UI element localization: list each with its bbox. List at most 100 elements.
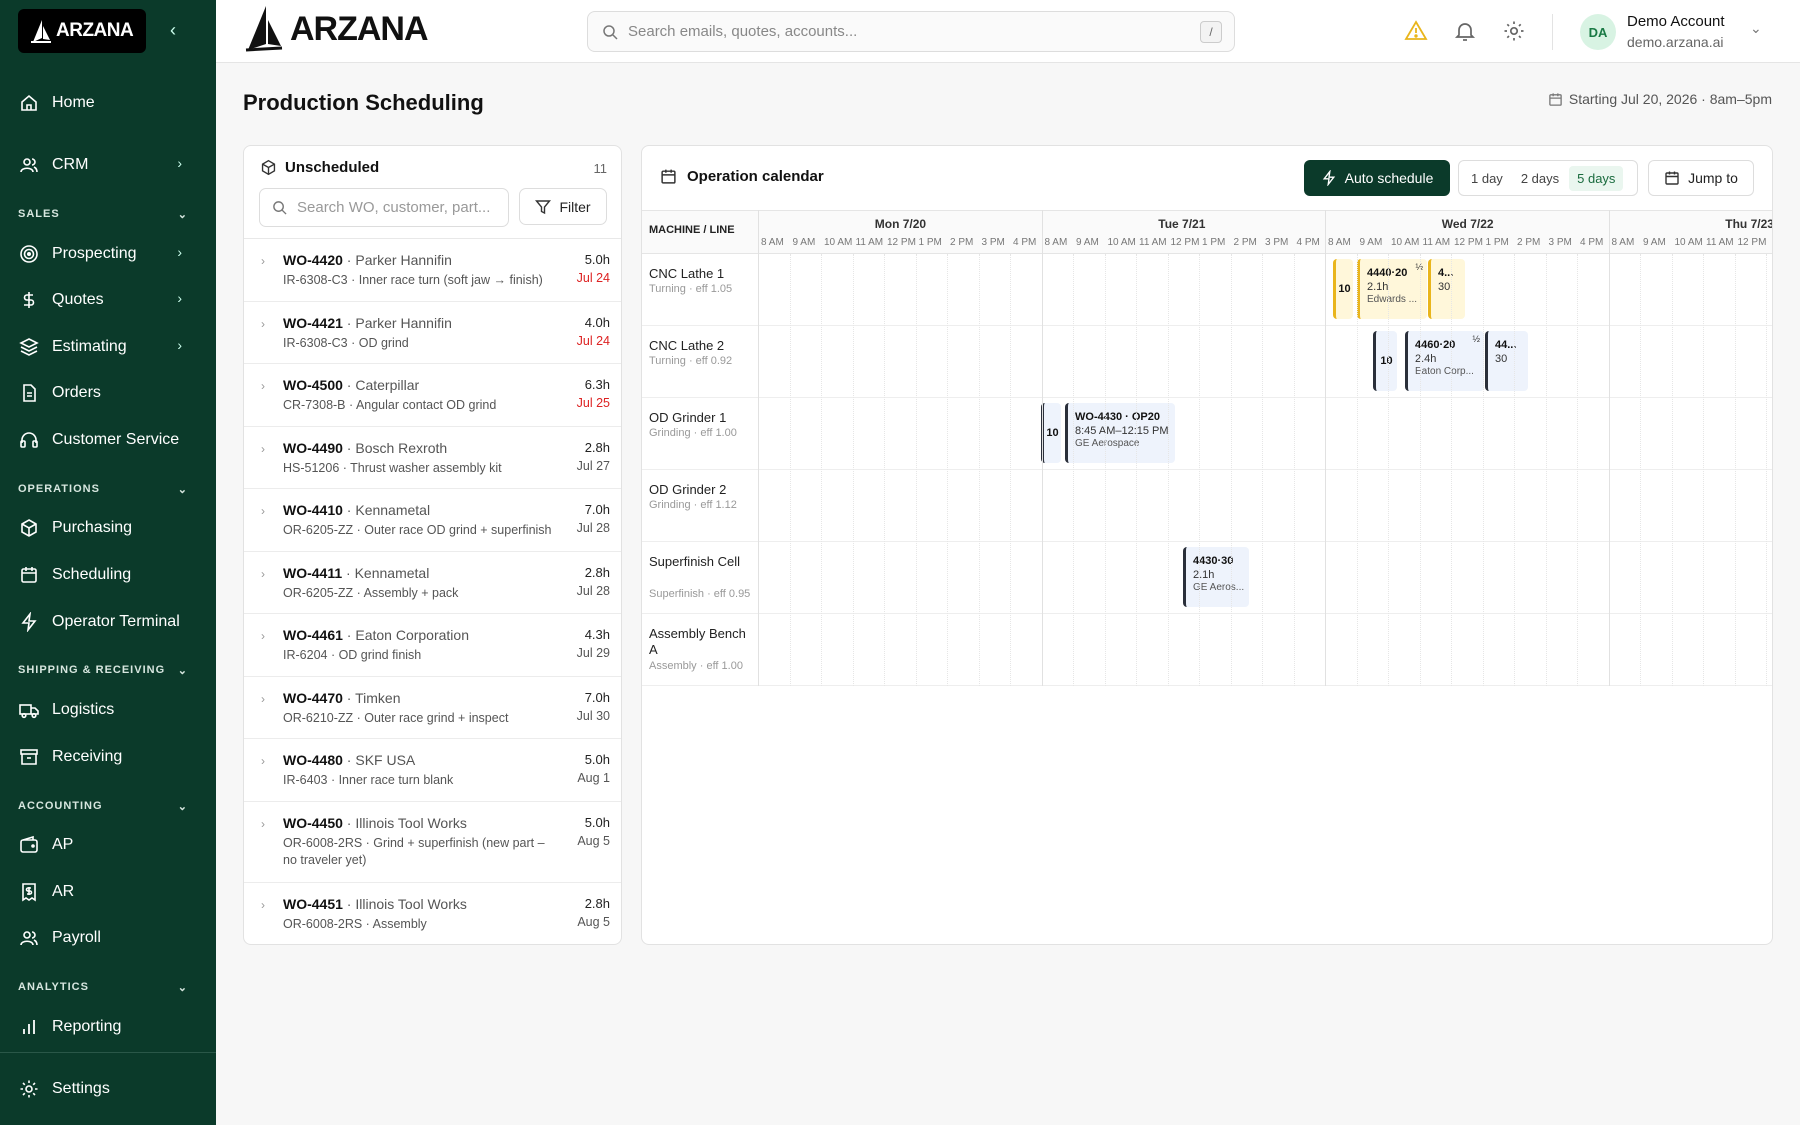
chevron-right-icon[interactable]: ›: [261, 754, 265, 768]
collapse-sidebar-icon[interactable]: ‹: [170, 20, 176, 40]
nav-logistics[interactable]: Logistics: [0, 690, 216, 730]
chevron-right-icon[interactable]: ›: [261, 379, 265, 393]
nav-home[interactable]: Home: [0, 83, 216, 123]
work-order-row[interactable]: › WO-4411 · Kennametal OR-6205-ZZ · Assemb…: [244, 552, 621, 614]
work-order-row[interactable]: › WO-4470 · Timken OR-6210-ZZ · Outer race…: [244, 677, 621, 739]
jump-to-button[interactable]: Jump to: [1648, 160, 1754, 196]
work-order-row[interactable]: › WO-4410 · Kennametal OR-6205-ZZ · Outer …: [244, 489, 621, 552]
filter-button[interactable]: Filter: [519, 188, 607, 225]
warning-icon[interactable]: [1404, 19, 1428, 43]
chevron-right-icon[interactable]: ›: [261, 691, 265, 706]
nav-customer-service[interactable]: Customer Service: [0, 420, 216, 460]
brand[interactable]: ARZANA: [244, 4, 429, 54]
work-order-row[interactable]: › WO-4480 · SKF USA IR-6403 · Inner race t…: [244, 739, 621, 802]
chevron-right-icon[interactable]: ›: [261, 629, 265, 643]
hour-gridline: [821, 254, 822, 686]
nav-ap[interactable]: AP: [0, 825, 216, 865]
hour-gridline: [1167, 254, 1169, 686]
nav-orders[interactable]: Orders: [0, 373, 216, 413]
nav-quotes[interactable]: Quotes ›: [0, 280, 216, 320]
machine-row[interactable]: OD Grinder 2 Grinding · eff 1.12: [642, 470, 1772, 542]
section-analytics[interactable]: ANALYTICS ⌄: [18, 981, 188, 994]
view-1-day[interactable]: 1 day: [1471, 170, 1503, 186]
account-name[interactable]: Demo Account: [1627, 13, 1725, 30]
nav-payroll-label: Payroll: [52, 929, 101, 946]
op-block-tag[interactable]: 10: [1373, 331, 1397, 391]
op-block-tag[interactable]: 10: [1041, 403, 1061, 463]
unscheduled-search-input[interactable]: [297, 199, 497, 216]
hour-label: 12 PM: [1170, 237, 1200, 248]
op-block-tag[interactable]: 10: [1333, 259, 1353, 319]
hour-gridline: [978, 254, 980, 686]
section-shipping[interactable]: SHIPPING & RECEIVING ⌄: [18, 664, 188, 677]
work-order-detail: OR-6205-ZZ · Outer race OD grind + super…: [283, 523, 552, 537]
nav-crm[interactable]: CRM ›: [0, 145, 216, 185]
view-5-days[interactable]: 5 days: [1569, 165, 1624, 191]
auto-schedule-button[interactable]: Auto schedule: [1304, 160, 1450, 196]
machine-row[interactable]: CNC Lathe 2 Turning · eff 0.92: [642, 326, 1772, 398]
sidebar-logo[interactable]: ARZANA: [18, 9, 146, 53]
nav-settings[interactable]: Settings: [0, 1069, 216, 1109]
machine-row[interactable]: CNC Lathe 1 Turning · eff 1.05: [642, 254, 1772, 326]
nav-settings-label: Settings: [52, 1080, 110, 1097]
global-search-input[interactable]: [628, 23, 1188, 40]
machine-row[interactable]: Assembly Bench A Assembly · eff 1.00: [642, 614, 1772, 686]
nav-payroll[interactable]: Payroll: [0, 918, 216, 958]
op-block-title: 4440·20: [1367, 267, 1408, 279]
section-sales[interactable]: SALES ⌄: [18, 208, 188, 221]
chevron-right-icon[interactable]: ›: [261, 254, 265, 268]
op-block-tag-text: 10: [1380, 355, 1393, 367]
chevron-right-icon[interactable]: ›: [261, 897, 265, 912]
nav-receiving[interactable]: Receiving: [0, 737, 216, 777]
hour-gridline: [1703, 254, 1704, 686]
work-order-customer: · Caterpillar: [342, 377, 420, 393]
nav-operator-terminal[interactable]: Operator Terminal: [0, 602, 216, 642]
nav-prospecting[interactable]: Prospecting ›: [0, 234, 216, 274]
nav-scheduling[interactable]: Scheduling: [0, 555, 216, 595]
op-block[interactable]: 4430·30 2.1h GE Aeros...: [1183, 547, 1249, 607]
nav-ap-label: AP: [52, 836, 74, 853]
work-order-detail: OR-6008-2RS · Grind + superfinish (new p…: [283, 835, 545, 867]
chevron-right-icon[interactable]: ›: [261, 504, 265, 518]
bell-icon[interactable]: [1453, 19, 1477, 43]
work-order-hours: 2.8h: [584, 439, 610, 455]
work-order-row[interactable]: › WO-4451 · Illinois Tool Works OR-6008-2R…: [244, 883, 621, 945]
work-order-due-date: Jul 27: [576, 458, 610, 473]
nav-purchasing[interactable]: Purchasing: [0, 508, 216, 548]
work-order-row[interactable]: › WO-4421 · Parker Hannifin IR-6308-C3 · O…: [244, 302, 621, 364]
section-operations[interactable]: OPERATIONS ⌄: [18, 483, 188, 496]
op-block[interactable]: 44... 30: [1485, 331, 1528, 391]
machine-name: CNC Lathe 2: [649, 338, 725, 353]
machine-row[interactable]: OD Grinder 1 Grinding · eff 1.00: [642, 398, 1772, 470]
op-block[interactable]: WO-4430 · OP20 8:45 AM–12:15 PM GE Aeros…: [1065, 403, 1175, 463]
global-search[interactable]: /: [587, 11, 1235, 52]
nav-operator-terminal-label: Operator Terminal: [52, 613, 180, 630]
op-block[interactable]: ½ 4440·20 2.1h Edwards ...: [1357, 259, 1427, 319]
hour-gridline: [1766, 254, 1767, 686]
op-block[interactable]: 4... 30: [1428, 259, 1465, 319]
hour-gridline: [884, 254, 885, 686]
work-order-hours: 6.3h: [584, 377, 610, 392]
section-accounting[interactable]: ACCOUNTING ⌄: [18, 800, 188, 813]
work-order-row[interactable]: › WO-4461 · Eaton Corporation IR-6204 · OD…: [244, 614, 621, 677]
chevron-right-icon[interactable]: ›: [261, 816, 265, 831]
op-block[interactable]: ½ 4460·20 2.4h Eaton Corp...: [1405, 331, 1484, 391]
nav-ar[interactable]: AR: [0, 872, 216, 912]
gear-icon[interactable]: [1502, 19, 1526, 43]
nav-reporting[interactable]: Reporting: [0, 1007, 216, 1047]
nav-estimating[interactable]: Estimating ›: [0, 327, 216, 367]
hour-label: 4 PM: [1580, 237, 1604, 248]
nav-logistics-label: Logistics: [52, 701, 115, 718]
chevron-down-icon[interactable]: ⌄: [1750, 20, 1762, 36]
view-2-days[interactable]: 2 days: [1520, 170, 1560, 186]
chevron-right-icon[interactable]: ›: [261, 316, 265, 331]
work-order-row[interactable]: › WO-4450 · Illinois Tool Works OR-6008-2R…: [244, 802, 621, 883]
chevron-right-icon[interactable]: ›: [261, 566, 265, 581]
work-order-row[interactable]: › WO-4420 · Parker Hannifin IR-6308-C3 · I…: [244, 239, 621, 302]
unscheduled-search[interactable]: [259, 188, 509, 227]
work-order-row[interactable]: › WO-4500 · Caterpillar CR-7308-B · Angula…: [244, 364, 621, 427]
work-order-row[interactable]: › WO-4490 · Bosch Rexroth HS-51206 · Thrus…: [244, 427, 621, 489]
machine-row[interactable]: Superfinish Cell Superfinish · eff 0.95: [642, 542, 1772, 614]
avatar[interactable]: DA: [1580, 14, 1616, 50]
chevron-right-icon[interactable]: ›: [261, 441, 265, 456]
